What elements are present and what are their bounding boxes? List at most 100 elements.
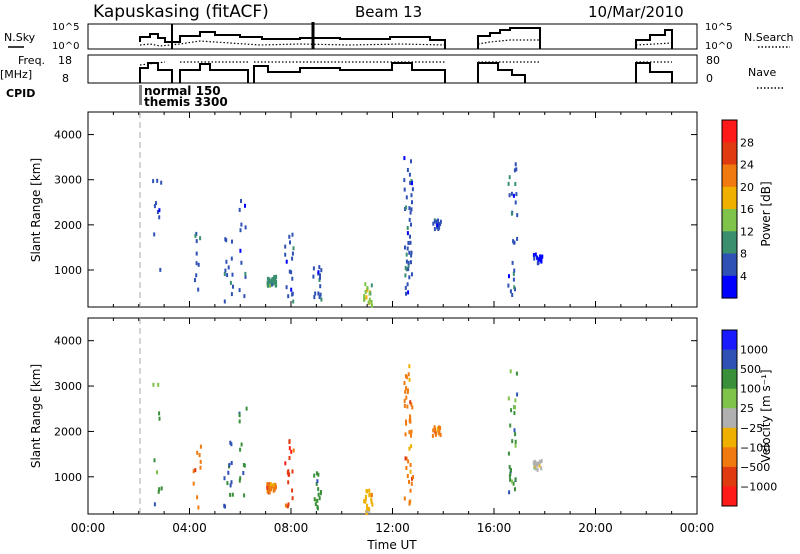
velocity-data-point: [514, 477, 517, 482]
velocity-colorbar-tick: −100: [740, 441, 770, 454]
velocity-data-point: [403, 496, 406, 501]
power-data-point: [533, 256, 536, 261]
freq-unit: [MHz]: [0, 68, 32, 81]
power-data-point: [513, 240, 516, 245]
power-data-point: [406, 225, 409, 230]
power-data-point: [313, 295, 316, 300]
velocity-data-point: [229, 440, 232, 445]
date-title: 10/Mar/2010: [588, 3, 684, 21]
power-data-point: [317, 291, 320, 296]
velocity-data-point: [411, 405, 414, 410]
velocity-data-point: [405, 466, 408, 470]
power-data-point: [437, 222, 440, 227]
velocity-data-point: [409, 463, 412, 467]
power-colorbar-tick: 4: [740, 270, 747, 283]
power-data-point: [195, 251, 198, 256]
power-data-point: [410, 250, 413, 255]
velocity-data-point: [290, 449, 293, 454]
velocity-data-point: [158, 487, 161, 492]
power-data-point: [511, 260, 514, 265]
velocity-data-point: [316, 498, 319, 503]
power-data-point: [410, 260, 412, 265]
power-data-point: [407, 263, 410, 268]
velocity-colorbar-label: Velocity [m s⁻¹]: [759, 369, 773, 462]
power-data-point: [225, 259, 228, 264]
power-data-point: [239, 228, 242, 233]
velocity-frame: [87, 317, 698, 515]
power-colorbar-tick: 16: [740, 203, 754, 216]
power-data-point: [271, 277, 274, 282]
power-data-point: [537, 257, 540, 262]
power-data-point: [540, 259, 543, 264]
velocity-data-point: [407, 459, 410, 464]
x-tick-label: 08:00: [274, 521, 309, 535]
power-data-point: [318, 278, 321, 282]
velocity-data-point: [199, 459, 202, 464]
power-data-point: [273, 275, 276, 280]
velocity-data-point: [403, 403, 406, 408]
velocity-data-point: [156, 470, 158, 475]
velocity-ytick-label: 3000: [54, 380, 82, 393]
velocity-colorbar-tick: 500: [740, 363, 761, 376]
power-data-point: [224, 268, 227, 273]
velocity-colorbar-tick: −500: [740, 461, 770, 474]
power-data-point: [514, 200, 517, 205]
velocity-yticks: 1000 2000 3000 4000: [54, 318, 698, 514]
velocity-data-point: [287, 480, 290, 485]
power-data-point: [270, 282, 273, 287]
power-data-point: [439, 219, 442, 224]
velocity-data-point: [240, 442, 243, 447]
power-data-point: [230, 256, 233, 261]
power-data-point: [224, 237, 227, 242]
velocity-data-point: [238, 478, 241, 483]
power-data-point: [364, 290, 367, 294]
velocity-data-point: [508, 473, 511, 478]
velocity-data-point: [242, 471, 245, 475]
velocity-colorbar-segment: [722, 486, 737, 507]
power-colorbar-tick: 12: [740, 225, 754, 238]
velocity-data-point: [409, 469, 412, 474]
velocity-data-point: [313, 497, 316, 502]
velocity-data-point: [405, 456, 408, 461]
power-data-point: [439, 222, 442, 227]
velocity-data-point: [508, 465, 511, 470]
power-data-point: [370, 283, 373, 288]
power-data-point: [405, 259, 408, 264]
power-points: [152, 156, 544, 308]
velocity-ytick-label: 1000: [54, 471, 82, 484]
power-data-point: [407, 241, 410, 245]
velocity-data-point: [433, 425, 436, 430]
velocity-data-point: [540, 459, 543, 464]
power-data-point: [227, 265, 230, 270]
velocity-data-point: [316, 504, 319, 509]
velocity-data-point: [197, 505, 200, 510]
velocity-data-point: [411, 476, 413, 481]
velocity-data-point: [313, 473, 316, 478]
power-data-point: [511, 293, 514, 297]
velocity-data-point: [238, 419, 241, 424]
power-data-point: [405, 291, 407, 296]
power-data-point: [268, 277, 271, 282]
velocity-data-point: [370, 497, 373, 502]
freq-label: Freq.: [18, 54, 45, 67]
velocity-data-point: [153, 502, 156, 507]
velocity-data-point: [507, 451, 510, 456]
power-data-point: [275, 280, 278, 284]
velocity-data-point: [537, 461, 540, 466]
velocity-colorbar-segment: [722, 330, 737, 351]
velocity-data-point: [196, 450, 199, 455]
power-data-point: [244, 274, 247, 279]
power-data-point: [312, 266, 315, 271]
power-data-point: [435, 219, 438, 224]
power-data-point: [319, 273, 321, 278]
velocity-data-point: [514, 432, 517, 437]
power-data-point: [368, 297, 371, 302]
power-data-point: [317, 270, 320, 275]
power-data-point: [507, 283, 510, 288]
velocity-data-point: [266, 482, 269, 486]
power-data-point: [370, 303, 373, 308]
power-data-point: [514, 162, 517, 167]
power-data-point: [318, 265, 321, 270]
nsearch-tick-top: 10^5: [705, 22, 732, 33]
velocity-data-point: [268, 490, 271, 495]
